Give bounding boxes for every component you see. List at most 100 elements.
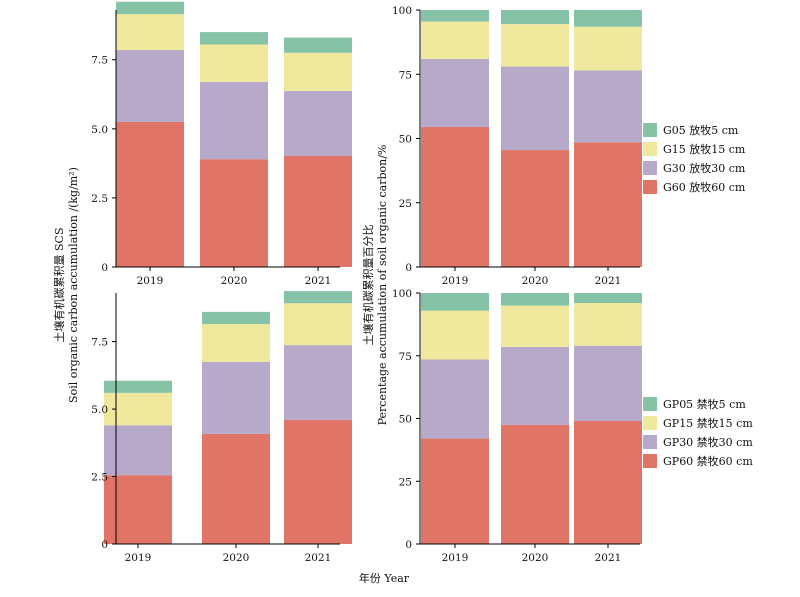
bar-d05-2020: [501, 293, 569, 306]
top-left-panel: 0 2.5 5.0 7.5 2019 2020 2021: [91, 1, 352, 287]
bar-d30-2019: [116, 50, 184, 122]
y-tick-label: 25: [399, 476, 412, 488]
y-tick-label: 100: [392, 288, 412, 300]
legend-prohibited: GP05 禁牧5 cm GP15 禁牧15 cm GP30 禁牧30 cm GP60 …: [643, 397, 753, 468]
x-tick-label: 2019: [442, 552, 469, 564]
legend-swatch-d15: [643, 416, 657, 430]
bar-d05-2020: [200, 32, 268, 45]
bar-d05-2019: [104, 380, 172, 393]
x-tick-label: 2021: [595, 552, 622, 564]
bar-d15-2021: [284, 52, 352, 91]
bar-d60-2019: [104, 475, 172, 544]
bar-d60-2020: [501, 424, 569, 544]
bar-d30-2021: [574, 345, 642, 422]
bar-d15-2020: [200, 44, 268, 82]
y-tick-label: 75: [399, 69, 412, 81]
y-tick-label: 7.5: [91, 337, 108, 349]
bar-d30-2020: [501, 66, 569, 151]
legend-swatch-d05: [643, 123, 657, 137]
legend-label-d30: G30 放牧30 cm: [663, 161, 746, 175]
legend-label-d15: GP15 禁牧15 cm: [663, 416, 753, 430]
y-tick-label: 25: [399, 198, 412, 210]
bar-d05-2021: [574, 10, 642, 27]
bar-d05-2019: [421, 10, 489, 22]
y-tick-label: 0: [101, 262, 108, 274]
y-axis-title-left-cn: 土壤有机碳累积量 SCS: [52, 228, 66, 343]
legends: G05 放牧5 cm G15 放牧15 cm G30 放牧30 cm G60 放牧60…: [643, 123, 753, 468]
bottom-left-panel: 0 2.5 5.0 7.5 2019 2020 2021: [91, 291, 352, 564]
legend-swatch-d05: [643, 397, 657, 411]
y-tick-label: 0: [101, 539, 108, 551]
legend-swatch-d60: [643, 180, 657, 194]
bar-d60-2019: [421, 438, 489, 544]
x-tick-label: 2020: [522, 552, 549, 564]
x-tick-label: 2020: [223, 552, 250, 564]
bar-d30-2019: [104, 425, 172, 476]
x-tick-label: 2020: [221, 275, 248, 287]
bar-d30-2021: [284, 345, 352, 420]
y-axis-title-right-cn: 土壤有机碳累积量百分比: [361, 225, 375, 346]
y-tick-label: 5.0: [91, 404, 108, 416]
bar-d15-2019: [421, 310, 489, 360]
bottom-right-panel: 0 25 50 75 100 2019 2020 2021: [392, 288, 642, 564]
legend-label-d05: GP05 禁牧5 cm: [663, 397, 746, 411]
bar-d30-2020: [202, 361, 270, 434]
legend-swatch-d15: [643, 142, 657, 156]
y-axis-title-right-en: Percentage accumulation of soil organic …: [376, 145, 389, 426]
bar-d60-2021: [284, 419, 352, 544]
bar-d60-2021: [284, 155, 352, 267]
legend-swatch-d30: [643, 161, 657, 175]
x-tick-label: 2020: [522, 275, 549, 287]
x-tick-label: 2019: [137, 275, 164, 287]
bar-d60-2019: [421, 126, 489, 267]
bar-d15-2020: [501, 305, 569, 347]
bar-d15-2020: [202, 324, 270, 362]
legend-swatch-d30: [643, 435, 657, 449]
bar-d60-2021: [574, 142, 642, 267]
y-tick-label: 2.5: [91, 472, 108, 484]
legend-label-d60: G60 放牧60 cm: [663, 180, 746, 194]
bar-d30-2020: [501, 346, 569, 425]
bar-d30-2020: [200, 81, 268, 160]
legend-swatch-d60: [643, 454, 657, 468]
chart-panels: 0 2.5 5.0 7.5 2019 2020 2021 0 25 50 75 100 2019 2020…: [91, 1, 642, 564]
x-tick-label: 2021: [305, 552, 332, 564]
y-tick-label: 5.0: [91, 124, 108, 136]
bar-d30-2019: [421, 58, 489, 127]
x-axis-title: 年份 Year: [359, 571, 410, 585]
bar-d05-2021: [574, 293, 642, 304]
y-tick-label: 50: [399, 414, 412, 426]
y-tick-label: 75: [399, 351, 412, 363]
y-tick-label: 7.5: [91, 55, 108, 67]
x-tick-label: 2019: [442, 275, 469, 287]
y-tick-label: 0: [405, 262, 412, 274]
bar-d05-2019: [421, 293, 489, 311]
bar-d60-2020: [200, 159, 268, 267]
bar-d15-2019: [421, 21, 489, 59]
bar-d15-2021: [574, 303, 642, 346]
x-tick-label: 2021: [305, 275, 332, 287]
y-tick-label: 50: [399, 134, 412, 146]
bar-d15-2020: [501, 24, 569, 67]
bar-d15-2021: [574, 26, 642, 71]
y-axis-title-left-en: Soil organic carbon accumulation /(kg/m²…: [67, 167, 80, 403]
legend-label-d05: G05 放牧5 cm: [663, 123, 739, 137]
bar-d30-2019: [421, 359, 489, 439]
bar-d60-2019: [116, 121, 184, 267]
x-tick-label: 2021: [595, 275, 622, 287]
legend-label-d60: GP60 禁牧60 cm: [663, 454, 753, 468]
bar-d05-2020: [202, 311, 270, 325]
bar-d05-2021: [284, 37, 352, 53]
legend-label-d30: GP30 禁牧30 cm: [663, 435, 753, 449]
bar-d30-2021: [574, 70, 642, 143]
bar-d05-2021: [284, 291, 352, 304]
top-right-panel: 0 25 50 75 100 2019 2020 2021: [392, 5, 642, 287]
bar-d05-2020: [501, 10, 569, 25]
bar-d05-2019: [116, 1, 184, 15]
bar-d60-2020: [501, 150, 569, 267]
bar-d15-2019: [116, 14, 184, 51]
y-tick-label: 0: [405, 539, 412, 551]
legend-label-d15: G15 放牧15 cm: [663, 142, 746, 156]
y-tick-label: 100: [392, 5, 412, 17]
